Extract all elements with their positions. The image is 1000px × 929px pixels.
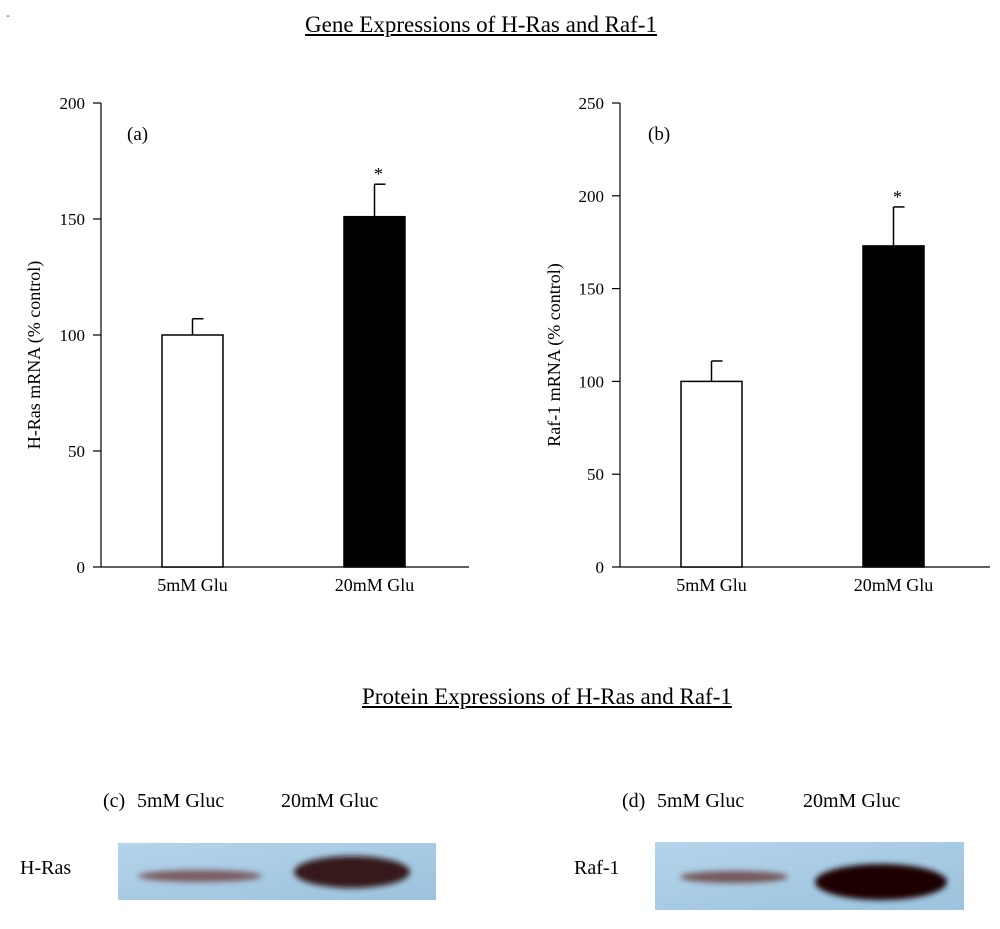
gene-expression-title: Gene Expressions of H-Ras and Raf-1 <box>305 12 657 37</box>
blot-d-lane-1-label: 5mM Gluc <box>657 790 745 812</box>
blot-c-protein-label: H-Ras <box>20 857 72 879</box>
x-category-label: 5mM Glu <box>157 575 228 595</box>
h-ras-western-blot <box>118 843 436 900</box>
chart-b: 0 50 100 150 200 250 Raf-1 mRNA (% control) (b)… <box>544 94 990 595</box>
bar-2 <box>862 245 925 568</box>
bar-2 <box>343 215 406 568</box>
blot-d-panel-label: (d) <box>622 790 646 812</box>
y-axis-label: H-Ras mRNA (% control) <box>24 261 45 449</box>
bar-1 <box>161 334 224 568</box>
corner-mark: - <box>6 8 10 22</box>
blot-band-2 <box>294 856 410 888</box>
bar-charts: 0 50 100 150 200 H-Ras mRNA (% control) (a) 5mM… <box>24 94 990 595</box>
bar-1 <box>680 380 743 568</box>
y-tick-label: 0 <box>77 558 86 577</box>
raf-1-western-blot <box>655 842 964 910</box>
blot-d-lane-2-label: 20mM Gluc <box>803 790 901 812</box>
panel-label: (b) <box>648 124 670 145</box>
y-tick-label: 100 <box>60 326 86 345</box>
x-category-label: 5mM Glu <box>676 575 747 595</box>
blot-c-lane-2-label: 20mM Gluc <box>281 790 379 812</box>
significance-marker: * <box>374 164 383 184</box>
blot-c-lane-1-label: 5mM Gluc <box>137 790 225 812</box>
x-category-label: 20mM Glu <box>854 575 934 595</box>
significance-marker: * <box>893 187 902 207</box>
panel-label: (a) <box>127 124 148 145</box>
blot-image <box>655 842 964 910</box>
y-tick-label: 50 <box>68 442 85 461</box>
blot-band-1 <box>680 871 788 883</box>
y-tick-label: 200 <box>60 94 86 113</box>
x-category-label: 20mM Glu <box>335 575 415 595</box>
blot-image <box>118 843 436 900</box>
y-tick-label: 250 <box>579 94 605 113</box>
chart-a: 0 50 100 150 200 H-Ras mRNA (% control) (a) 5mM… <box>24 94 469 595</box>
y-tick-label: 0 <box>596 558 605 577</box>
blot-c-panel-label: (c) <box>103 790 126 812</box>
y-tick-label: 150 <box>579 280 605 299</box>
y-tick-label: 200 <box>579 187 605 206</box>
y-axis-label: Raf-1 mRNA (% control) <box>544 263 565 446</box>
blot-band-2 <box>815 864 947 900</box>
y-tick-label: 150 <box>60 210 86 229</box>
blot-d-protein-label: Raf-1 <box>574 857 620 879</box>
y-tick-label: 100 <box>579 372 605 391</box>
blot-band-1 <box>138 870 262 882</box>
y-tick-label: 50 <box>587 465 604 484</box>
protein-expression-title: Protein Expressions of H-Ras and Raf-1 <box>362 684 732 709</box>
